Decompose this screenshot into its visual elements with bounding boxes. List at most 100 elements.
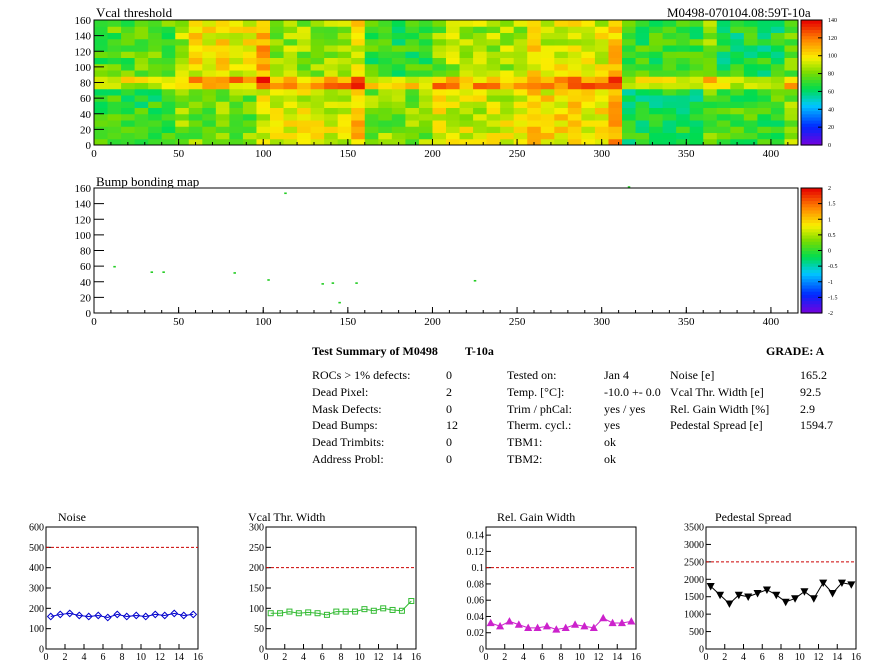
heatmap-cell <box>432 126 447 133</box>
noise-point <box>103 613 112 622</box>
heatmap-cell <box>635 51 650 58</box>
heatmap-cell <box>554 45 569 52</box>
heatmap-cell <box>703 57 718 65</box>
heatmap-cell <box>161 126 176 133</box>
heatmap-cell <box>161 88 176 96</box>
heatmap-cell <box>215 76 230 83</box>
heatmap-cell <box>689 26 704 33</box>
heatmap-cell <box>242 126 257 133</box>
heatmap-cell <box>770 101 785 108</box>
heatmap-cell <box>256 32 271 40</box>
heatmap-cell <box>622 63 637 71</box>
vcal-colorbar-cell <box>801 113 822 118</box>
heatmap-cell <box>229 45 244 52</box>
heatmap-cell <box>148 70 163 77</box>
summary-c2-value: yes <box>604 418 620 433</box>
heatmap-cell <box>608 20 623 27</box>
heatmap-cell <box>121 88 136 96</box>
heatmap-cell <box>567 51 582 58</box>
heatmap-cell <box>175 57 190 65</box>
heatmap-cell <box>757 101 772 108</box>
summary-c2-value: Jan 4 <box>604 368 629 382</box>
vcal-width-y-tick-label: 150 <box>249 584 264 595</box>
heatmap-cell <box>730 63 745 71</box>
heatmap-cell <box>486 113 501 121</box>
heatmap-cell <box>148 51 163 58</box>
heatmap-cell <box>540 88 555 96</box>
heatmap-cell <box>581 113 596 121</box>
bump-y-tick-label: 100 <box>75 230 92 242</box>
heatmap-cell <box>364 20 379 27</box>
heatmap-cell <box>161 38 176 46</box>
heatmap-cell <box>175 26 190 33</box>
summary-c3-label: Vcal Thr. Width [e] <box>670 384 764 399</box>
bump-colorbar-cell <box>801 225 822 230</box>
heatmap-cell <box>215 107 230 115</box>
heatmap-cell <box>649 120 664 127</box>
heatmap-cell <box>513 88 528 96</box>
heatmap-cell <box>594 113 609 121</box>
heatmap-cell <box>148 76 163 83</box>
heatmap-cell <box>364 82 379 90</box>
heatmap-cell <box>770 113 785 121</box>
heatmap-cell <box>175 51 190 58</box>
heatmap-cell <box>418 76 433 83</box>
heatmap-cell <box>378 82 393 90</box>
heatmap-cell <box>567 88 582 96</box>
heatmap-cell <box>432 45 447 52</box>
heatmap-cell <box>554 51 569 58</box>
bump-colorbar-cell <box>801 253 822 258</box>
heatmap-cell <box>229 101 244 108</box>
heatmap-cell <box>242 20 257 27</box>
heatmap-cell <box>161 45 176 52</box>
heatmap-cell <box>473 38 488 46</box>
heatmap-cell <box>242 51 257 58</box>
heatmap-cell <box>283 32 298 40</box>
heatmap-cell <box>635 45 650 52</box>
heatmap-cell <box>310 32 325 40</box>
vcal-width-point <box>314 610 321 617</box>
heatmap-cell <box>202 32 217 40</box>
heatmap-cell <box>175 126 190 133</box>
heatmap-cell <box>554 120 569 127</box>
heatmap-cell <box>446 82 461 90</box>
pedestal-frame <box>705 526 857 650</box>
heatmap-cell <box>310 45 325 52</box>
heatmap-cell <box>242 32 257 40</box>
heatmap-cell <box>486 126 501 133</box>
gain-width-y-tick-label: 0.14 <box>467 531 485 542</box>
heatmap-cell <box>513 95 528 102</box>
gain-width-y-tick-label: 0.12 <box>467 547 485 558</box>
heatmap-cell <box>229 88 244 96</box>
bump-colorbar-cell <box>801 303 822 308</box>
heatmap-cell <box>486 63 501 71</box>
heatmap-cell <box>310 20 325 27</box>
heatmap-cell <box>270 26 285 33</box>
vcal-colorbar-label: 100 <box>828 54 837 60</box>
heatmap-cell <box>391 38 406 46</box>
bump-colorbar-cell <box>801 228 822 233</box>
heatmap-cell <box>689 76 704 83</box>
pedestal-point <box>762 586 771 594</box>
heatmap-cell <box>716 32 731 40</box>
heatmap-cell <box>446 76 461 83</box>
heatmap-cell <box>364 51 379 58</box>
heatmap-cell <box>297 138 312 146</box>
summary-c3-value: 92.5 <box>800 384 821 399</box>
heatmap-cell <box>784 132 799 140</box>
heatmap-cell <box>161 113 176 121</box>
bump-map-title: Bump bonding map <box>96 174 200 189</box>
heatmap-cell <box>337 38 352 46</box>
heatmap-cell <box>242 95 257 102</box>
bump-colorbar-label: -2 <box>828 311 833 317</box>
heatmap-cell <box>297 38 312 46</box>
heatmap-cell <box>527 95 542 102</box>
vcal-y-tick-label: 0 <box>86 140 92 152</box>
bump-x-tick-label: 350 <box>678 316 695 328</box>
heatmap-cell <box>107 120 122 127</box>
heatmap-cell <box>418 101 433 108</box>
heatmap-cell <box>662 57 677 65</box>
heatmap-cell <box>567 45 582 52</box>
heatmap-cell <box>459 107 474 115</box>
heatmap-cell <box>757 82 772 90</box>
